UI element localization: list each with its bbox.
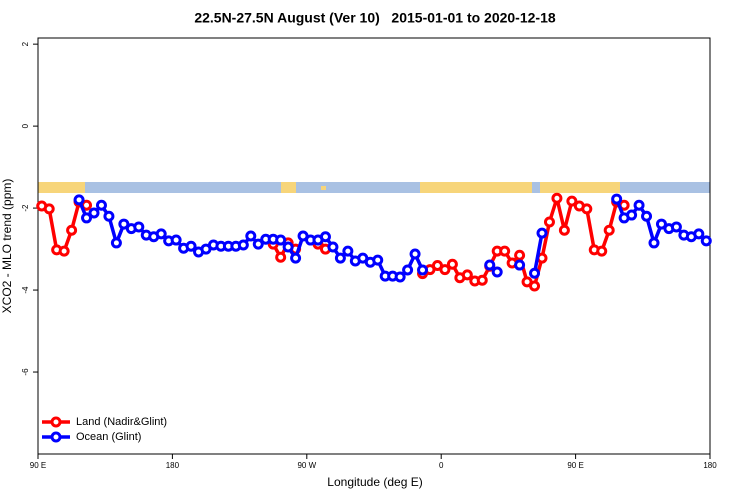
data-point xyxy=(402,264,414,276)
data-point xyxy=(566,195,578,207)
data-point xyxy=(603,224,615,236)
data-point xyxy=(237,239,249,251)
land-patch xyxy=(321,186,326,190)
data-point xyxy=(446,258,458,270)
data-point xyxy=(417,264,429,276)
data-point xyxy=(529,280,541,292)
data-point xyxy=(641,210,653,222)
data-point xyxy=(409,248,421,260)
data-point xyxy=(155,228,167,240)
x-tick-label: 180 xyxy=(166,461,180,470)
land-patch xyxy=(420,182,532,193)
x-tick-label: 180 xyxy=(703,461,717,470)
data-point xyxy=(275,234,287,246)
land-patch xyxy=(540,182,620,193)
data-point xyxy=(700,235,712,247)
data-point xyxy=(252,238,264,250)
data-point xyxy=(334,252,346,264)
x-tick-label: 90 E xyxy=(567,461,583,470)
legend-label: Land (Nadir&Glint) xyxy=(76,416,167,428)
data-point xyxy=(648,237,660,249)
data-point xyxy=(327,241,339,253)
legend-label: Ocean (Glint) xyxy=(76,431,141,443)
data-point xyxy=(81,212,93,224)
y-axis-label: XCO2 - MLO trend (ppm) xyxy=(0,179,14,314)
data-point xyxy=(543,216,555,228)
x-tick-label: 0 xyxy=(439,461,444,470)
data-point xyxy=(185,240,197,252)
data-point xyxy=(58,245,70,257)
data-point xyxy=(551,192,563,204)
y-tick-label: 2 xyxy=(21,41,30,46)
data-point xyxy=(461,269,473,281)
data-point xyxy=(170,234,182,246)
data-point xyxy=(118,218,130,230)
data-point xyxy=(245,230,257,242)
legend-marker xyxy=(50,416,62,428)
data-point xyxy=(596,245,608,257)
data-point xyxy=(394,271,406,283)
data-point xyxy=(655,218,667,230)
data-point xyxy=(611,193,623,205)
data-point xyxy=(439,264,451,276)
data-point xyxy=(491,266,503,278)
data-point xyxy=(73,194,85,206)
chart-title: 22.5N-27.5N August (Ver 10) 2015-01-01 t… xyxy=(194,10,556,26)
data-point xyxy=(290,252,302,264)
data-point xyxy=(514,259,526,271)
data-point xyxy=(514,249,526,261)
x-axis-label: Longitude (deg E) xyxy=(327,475,422,489)
data-point xyxy=(484,259,496,271)
data-point xyxy=(529,267,541,279)
data-point xyxy=(133,221,145,233)
legend-marker xyxy=(50,431,62,443)
data-point xyxy=(103,210,115,222)
y-tick-label: -4 xyxy=(21,286,30,294)
land-patch xyxy=(38,182,85,193)
data-point xyxy=(43,203,55,215)
data-point xyxy=(499,245,511,257)
data-point xyxy=(372,254,384,266)
y-tick-label: -2 xyxy=(21,204,30,212)
data-point xyxy=(275,251,287,263)
land-patch xyxy=(281,182,296,193)
map-strip xyxy=(38,182,710,193)
data-point xyxy=(670,221,682,233)
data-point xyxy=(88,207,100,219)
data-point xyxy=(282,241,294,253)
data-point xyxy=(342,245,354,257)
x-tick-label: 90 W xyxy=(297,461,316,470)
data-point xyxy=(95,199,107,211)
data-point xyxy=(581,203,593,215)
data-point xyxy=(693,228,705,240)
x-tick-label: 90 E xyxy=(30,461,46,470)
data-point xyxy=(633,199,645,211)
data-point xyxy=(626,209,638,221)
data-point xyxy=(536,227,548,239)
data-point xyxy=(558,224,570,236)
data-point xyxy=(319,231,331,243)
data-point xyxy=(110,237,122,249)
plot-frame xyxy=(37,37,711,455)
data-point xyxy=(476,274,488,286)
y-tick-label: 0 xyxy=(21,123,30,128)
ocean-strip xyxy=(38,182,710,193)
y-tick-label: -6 xyxy=(21,368,30,376)
data-point xyxy=(66,224,78,236)
